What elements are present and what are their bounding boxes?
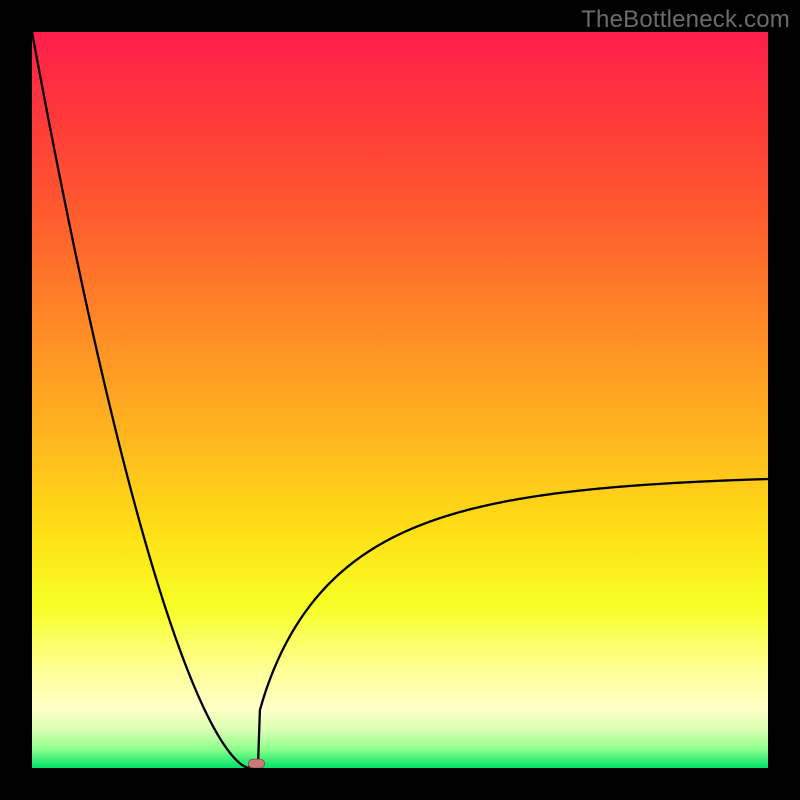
bottleneck-chart-svg xyxy=(32,32,768,768)
plot-area xyxy=(32,32,768,768)
watermark-text: TheBottleneck.com xyxy=(581,6,790,34)
optimum-marker xyxy=(248,759,264,768)
root: TheBottleneck.com xyxy=(0,0,800,800)
